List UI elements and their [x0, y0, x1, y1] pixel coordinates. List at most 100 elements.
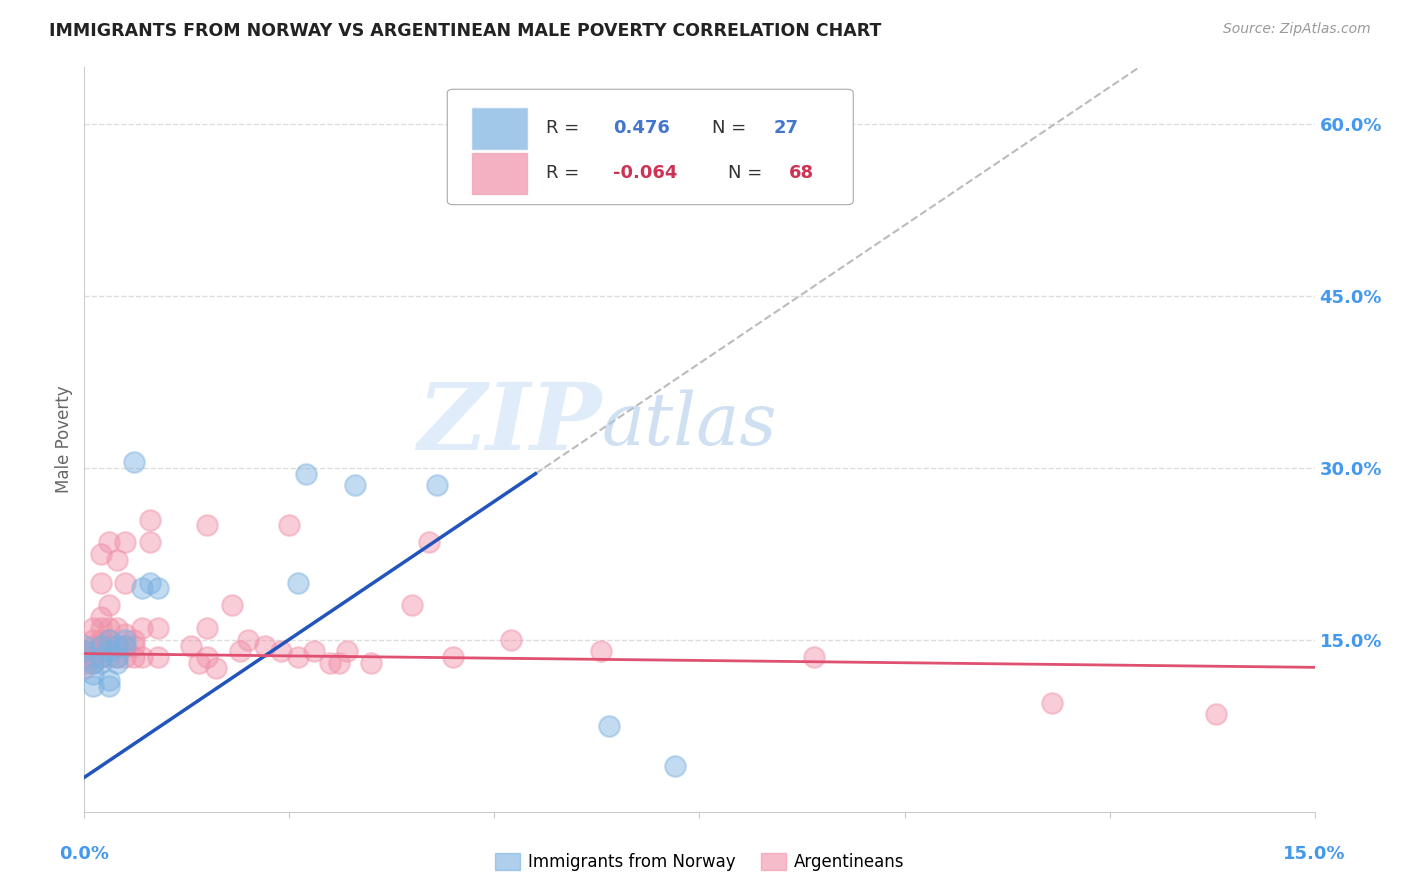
Point	[98, 650, 121, 665]
Point	[270, 644, 292, 658]
Point	[344, 478, 367, 492]
Point	[90, 650, 112, 665]
Point	[229, 644, 252, 658]
Y-axis label: Male Poverty: Male Poverty	[55, 385, 73, 493]
Point	[98, 599, 121, 613]
Point	[105, 621, 128, 635]
Text: IMMIGRANTS FROM NORWAY VS ARGENTINEAN MALE POVERTY CORRELATION CHART: IMMIGRANTS FROM NORWAY VS ARGENTINEAN MA…	[49, 22, 882, 40]
Point	[328, 656, 350, 670]
FancyBboxPatch shape	[472, 108, 527, 149]
Point	[114, 650, 136, 665]
Point	[73, 656, 96, 670]
Point	[105, 650, 128, 665]
Point	[98, 644, 121, 658]
Point	[148, 582, 170, 596]
Text: 27: 27	[773, 120, 799, 137]
Point	[114, 639, 136, 653]
Point	[82, 621, 104, 635]
Point	[90, 639, 112, 653]
Text: 68: 68	[789, 164, 814, 182]
Point	[204, 661, 226, 675]
Point	[90, 610, 112, 624]
Point	[114, 535, 136, 549]
FancyBboxPatch shape	[472, 153, 527, 194]
Point	[180, 639, 202, 653]
Point	[90, 650, 112, 665]
Point	[221, 599, 243, 613]
Point	[122, 632, 145, 647]
Point	[188, 656, 211, 670]
Text: 0.476: 0.476	[613, 120, 671, 137]
Point	[98, 639, 121, 653]
Point	[98, 621, 121, 635]
Point	[148, 650, 170, 665]
Point	[90, 575, 112, 590]
Text: atlas: atlas	[602, 389, 776, 459]
Point	[197, 621, 219, 635]
Point	[591, 644, 613, 658]
Point	[98, 535, 121, 549]
Point	[139, 535, 162, 549]
Point	[105, 639, 128, 653]
Point	[105, 639, 128, 653]
Point	[336, 644, 359, 658]
Point	[131, 582, 153, 596]
Point	[82, 679, 104, 693]
Point	[197, 650, 219, 665]
Point	[105, 656, 128, 670]
Point	[90, 632, 112, 647]
Text: Source: ZipAtlas.com: Source: ZipAtlas.com	[1223, 22, 1371, 37]
Point	[598, 719, 620, 733]
Point	[122, 455, 145, 469]
Point	[139, 575, 162, 590]
Point	[82, 639, 104, 653]
Legend: Immigrants from Norway, Argentineans: Immigrants from Norway, Argentineans	[488, 847, 911, 878]
Point	[82, 656, 104, 670]
Point	[90, 639, 112, 653]
Point	[114, 627, 136, 641]
Point	[148, 621, 170, 635]
Point	[73, 639, 96, 653]
Point	[131, 650, 153, 665]
Point	[253, 639, 276, 653]
Point	[73, 661, 96, 675]
Text: 15.0%: 15.0%	[1284, 846, 1346, 863]
Point	[98, 679, 121, 693]
Point	[114, 632, 136, 647]
Point	[114, 639, 136, 653]
Text: ZIP: ZIP	[416, 379, 602, 469]
Point	[278, 518, 301, 533]
Point	[287, 650, 309, 665]
Point	[90, 644, 112, 658]
Point	[82, 656, 104, 670]
Point	[90, 547, 112, 561]
Point	[426, 478, 449, 492]
Text: R =: R =	[546, 120, 579, 137]
Point	[287, 575, 309, 590]
Point	[139, 512, 162, 526]
Point	[73, 644, 96, 658]
Point	[82, 644, 104, 658]
Point	[98, 673, 121, 687]
Point	[319, 656, 342, 670]
Point	[73, 644, 96, 658]
Text: N =: N =	[711, 120, 747, 137]
Point	[238, 632, 260, 647]
Point	[122, 650, 145, 665]
Point	[803, 650, 825, 665]
Point	[197, 518, 219, 533]
Point	[1040, 696, 1063, 710]
Point	[105, 552, 128, 566]
Text: 0.0%: 0.0%	[59, 846, 110, 863]
Point	[90, 621, 112, 635]
Point	[98, 632, 121, 647]
Point	[360, 656, 382, 670]
Point	[302, 644, 325, 658]
Point	[1205, 707, 1227, 722]
Point	[401, 599, 423, 613]
Point	[90, 656, 112, 670]
Point	[105, 650, 128, 665]
Point	[499, 632, 522, 647]
Point	[82, 667, 104, 681]
Text: N =: N =	[728, 164, 762, 182]
